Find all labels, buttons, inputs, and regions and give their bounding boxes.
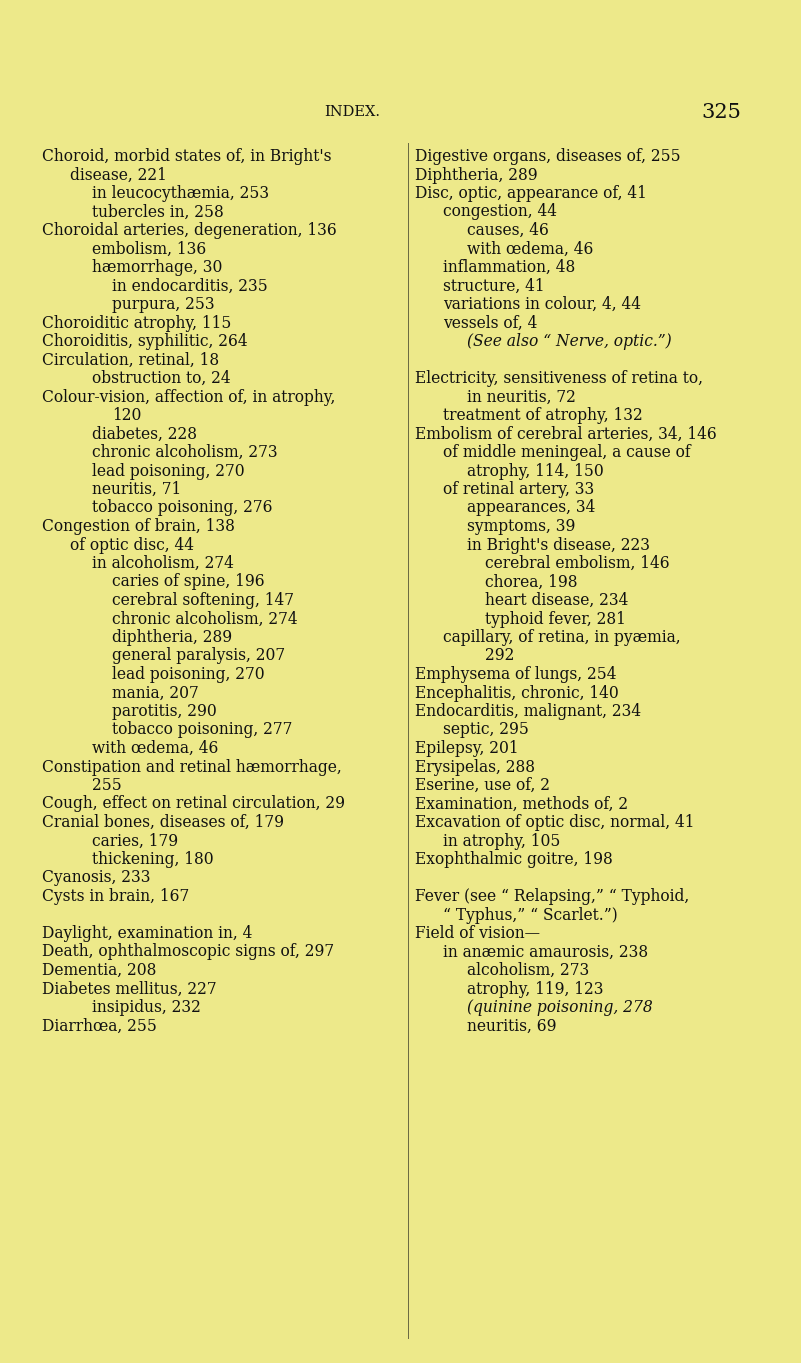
Text: Eserine, use of, 2: Eserine, use of, 2 [415,777,550,795]
Text: in atrophy, 105: in atrophy, 105 [443,833,561,849]
Text: caries of spine, 196: caries of spine, 196 [112,574,264,590]
Text: with œdema, 46: with œdema, 46 [92,740,219,756]
Text: Daylight, examination in, 4: Daylight, examination in, 4 [42,925,252,942]
Text: 255: 255 [92,777,122,795]
Text: obstruction to, 24: obstruction to, 24 [92,369,231,387]
Text: in neuritis, 72: in neuritis, 72 [467,388,576,406]
Text: alcoholism, 273: alcoholism, 273 [467,962,590,979]
Text: 325: 325 [701,102,741,121]
Text: mania, 207: mania, 207 [112,684,199,702]
Text: insipidus, 232: insipidus, 232 [92,999,201,1015]
Text: Dementia, 208: Dementia, 208 [42,962,156,979]
Text: Digestive organs, diseases of, 255: Digestive organs, diseases of, 255 [415,149,681,165]
Text: congestion, 44: congestion, 44 [443,203,557,221]
Text: Choroiditic atrophy, 115: Choroiditic atrophy, 115 [42,315,231,331]
Text: of middle meningeal, a cause of: of middle meningeal, a cause of [443,444,690,461]
Text: Death, ophthalmoscopic signs of, 297: Death, ophthalmoscopic signs of, 297 [42,943,334,961]
Text: diabetes, 228: diabetes, 228 [92,425,197,443]
Text: 120: 120 [112,408,141,424]
Text: in anæmic amaurosis, 238: in anæmic amaurosis, 238 [443,943,648,961]
Text: in endocarditis, 235: in endocarditis, 235 [112,278,268,294]
Text: cerebral softening, 147: cerebral softening, 147 [112,592,294,609]
Text: neuritis, 69: neuritis, 69 [467,1018,557,1035]
Text: tubercles in, 258: tubercles in, 258 [92,203,223,221]
Text: Choroid, morbid states of, in Bright's: Choroid, morbid states of, in Bright's [42,149,332,165]
Text: in Bright's disease, 223: in Bright's disease, 223 [467,537,650,553]
Text: atrophy, 119, 123: atrophy, 119, 123 [467,980,603,998]
Text: 292: 292 [485,647,514,665]
Text: neuritis, 71: neuritis, 71 [92,481,181,497]
Text: variations in colour, 4, 44: variations in colour, 4, 44 [443,296,641,313]
Text: lead poisoning, 270: lead poisoning, 270 [92,462,244,480]
Text: Emphysema of lungs, 254: Emphysema of lungs, 254 [415,667,617,683]
Text: disease, 221: disease, 221 [70,166,167,184]
Text: in alcoholism, 274: in alcoholism, 274 [92,555,234,572]
Text: chronic alcoholism, 273: chronic alcoholism, 273 [92,444,278,461]
Text: Fever (see “ Relapsing,” “ Typhoid,: Fever (see “ Relapsing,” “ Typhoid, [415,889,689,905]
Text: “ Typhus,” “ Scarlet.”): “ Typhus,” “ Scarlet.”) [443,906,618,924]
Text: lead poisoning, 270: lead poisoning, 270 [112,667,264,683]
Text: appearances, 34: appearances, 34 [467,499,595,517]
Text: general paralysis, 207: general paralysis, 207 [112,647,285,665]
Text: Diarrhœa, 255: Diarrhœa, 255 [42,1018,157,1035]
Text: causes, 46: causes, 46 [467,222,549,239]
Text: Cyanosis, 233: Cyanosis, 233 [42,870,151,886]
Text: thickening, 180: thickening, 180 [92,851,214,868]
Text: Epilepsy, 201: Epilepsy, 201 [415,740,518,756]
Text: Examination, methods of, 2: Examination, methods of, 2 [415,796,628,812]
Text: Endocarditis, malignant, 234: Endocarditis, malignant, 234 [415,703,641,720]
Text: Field of vision—: Field of vision— [415,925,540,942]
Text: of retinal artery, 33: of retinal artery, 33 [443,481,594,497]
Text: Exophthalmic goitre, 198: Exophthalmic goitre, 198 [415,851,613,868]
Text: purpura, 253: purpura, 253 [112,296,215,313]
Text: diphtheria, 289: diphtheria, 289 [112,628,232,646]
Text: typhoid fever, 281: typhoid fever, 281 [485,611,626,627]
Text: hæmorrhage, 30: hæmorrhage, 30 [92,259,223,275]
Text: structure, 41: structure, 41 [443,278,545,294]
Text: chorea, 198: chorea, 198 [485,574,578,590]
Text: Colour-vision, affection of, in atrophy,: Colour-vision, affection of, in atrophy, [42,388,336,406]
Text: caries, 179: caries, 179 [92,833,178,849]
Text: Embolism of cerebral arteries, 34, 146: Embolism of cerebral arteries, 34, 146 [415,425,717,443]
Text: with œdema, 46: with œdema, 46 [467,240,594,258]
Text: Cysts in brain, 167: Cysts in brain, 167 [42,889,189,905]
Text: Electricity, sensitiveness of retina to,: Electricity, sensitiveness of retina to, [415,369,703,387]
Text: septic, 295: septic, 295 [443,721,529,739]
Text: treatment of atrophy, 132: treatment of atrophy, 132 [443,408,642,424]
Text: Cranial bones, diseases of, 179: Cranial bones, diseases of, 179 [42,814,284,831]
Text: Circulation, retinal, 18: Circulation, retinal, 18 [42,352,219,368]
Text: tobacco poisoning, 277: tobacco poisoning, 277 [112,721,292,739]
Text: (quinine poisoning, 278: (quinine poisoning, 278 [467,999,653,1015]
Text: parotitis, 290: parotitis, 290 [112,703,217,720]
Text: Congestion of brain, 138: Congestion of brain, 138 [42,518,235,536]
Text: embolism, 136: embolism, 136 [92,240,206,258]
Text: of optic disc, 44: of optic disc, 44 [70,537,194,553]
Text: cerebral embolism, 146: cerebral embolism, 146 [485,555,670,572]
Text: Constipation and retinal hæmorrhage,: Constipation and retinal hæmorrhage, [42,758,342,776]
Text: Diphtheria, 289: Diphtheria, 289 [415,166,537,184]
Text: symptoms, 39: symptoms, 39 [467,518,575,536]
Text: chronic alcoholism, 274: chronic alcoholism, 274 [112,611,298,627]
Text: INDEX.: INDEX. [324,105,380,119]
Text: Encephalitis, chronic, 140: Encephalitis, chronic, 140 [415,684,618,702]
Text: heart disease, 234: heart disease, 234 [485,592,628,609]
Text: vessels of, 4: vessels of, 4 [443,315,537,331]
Text: Choroiditis, syphilitic, 264: Choroiditis, syphilitic, 264 [42,333,248,350]
Text: (See also “ Nerve, optic.”): (See also “ Nerve, optic.”) [467,333,671,350]
Text: Choroidal arteries, degeneration, 136: Choroidal arteries, degeneration, 136 [42,222,336,239]
Text: in leucocythæmia, 253: in leucocythæmia, 253 [92,185,269,202]
Text: Disc, optic, appearance of, 41: Disc, optic, appearance of, 41 [415,185,647,202]
Text: atrophy, 114, 150: atrophy, 114, 150 [467,462,604,480]
Text: Cough, effect on retinal circulation, 29: Cough, effect on retinal circulation, 29 [42,796,345,812]
Text: Diabetes mellitus, 227: Diabetes mellitus, 227 [42,980,216,998]
Text: Excavation of optic disc, normal, 41: Excavation of optic disc, normal, 41 [415,814,694,831]
Text: capillary, of retina, in pyæmia,: capillary, of retina, in pyæmia, [443,628,681,646]
Text: Erysipelas, 288: Erysipelas, 288 [415,758,535,776]
Text: inflammation, 48: inflammation, 48 [443,259,575,275]
Text: tobacco poisoning, 276: tobacco poisoning, 276 [92,499,272,517]
